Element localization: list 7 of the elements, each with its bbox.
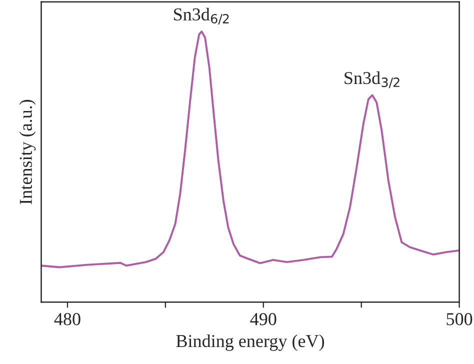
annotation: Sn3d$_{6/2}$	[174, 8, 229, 25]
x-tick-label: 490	[250, 313, 276, 326]
x-tick-label: 500	[446, 313, 472, 326]
x-tick-label: 480	[54, 313, 80, 326]
y-axis-title: Intensity (a.u.)	[19, 100, 36, 204]
x-axis-title: Binding energy (eV)	[176, 334, 324, 351]
annotation: Sn3d$_{3/2}$	[344, 71, 400, 88]
